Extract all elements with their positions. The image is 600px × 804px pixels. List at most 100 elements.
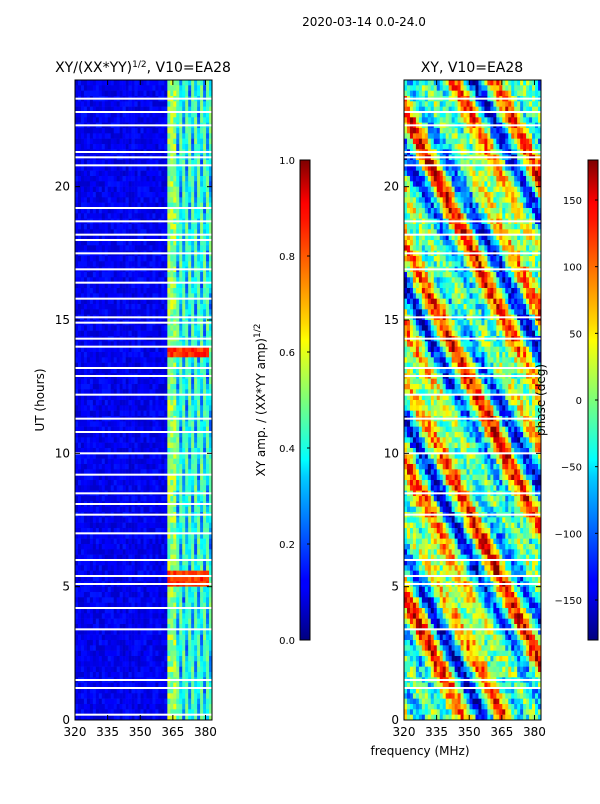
heatmap-cell — [170, 106, 174, 113]
heatmap-cell — [194, 496, 198, 502]
heatmap-cell — [152, 298, 156, 305]
heatmap-cell — [83, 170, 88, 177]
heatmap-cell — [137, 554, 141, 561]
heatmap-cell — [200, 394, 204, 401]
heatmap-cell — [95, 506, 100, 513]
heatmap-cell — [75, 80, 79, 86]
heatmap-cell — [140, 138, 144, 145]
heatmap-cell — [98, 368, 103, 374]
heatmap-cell — [83, 325, 88, 331]
heatmap-cell — [179, 341, 183, 347]
heatmap-cell — [113, 192, 117, 198]
heatmap-cell — [182, 474, 186, 481]
heatmap-cell — [146, 554, 150, 561]
heatmap-cell — [191, 400, 195, 406]
heatmap-cell — [113, 224, 117, 230]
heatmap-cell — [80, 229, 85, 235]
heatmap-cell — [209, 362, 213, 369]
heatmap-cell — [176, 261, 180, 267]
heatmap-cell — [167, 117, 171, 123]
heatmap-cell — [140, 186, 144, 193]
heatmap-cell — [188, 165, 192, 171]
heatmap-cell — [110, 432, 115, 438]
heatmap-cell — [116, 85, 120, 91]
heatmap-cell — [194, 597, 198, 603]
heatmap-cell — [116, 565, 120, 571]
heatmap-cell — [191, 453, 195, 459]
heatmap-cell — [158, 341, 162, 347]
heatmap-cell — [83, 288, 88, 294]
heatmap-cell — [98, 325, 103, 331]
heatmap-cell — [98, 101, 103, 107]
heatmap-cell — [101, 160, 106, 166]
heatmap-cell — [86, 277, 91, 283]
heatmap-cell — [143, 570, 147, 577]
heatmap-cell — [158, 496, 162, 502]
heatmap-cell — [128, 405, 132, 411]
heatmap-cell — [152, 389, 156, 395]
heatmap-cell — [143, 378, 147, 385]
heatmap-cell — [86, 442, 91, 449]
heatmap-cell — [128, 90, 132, 97]
heatmap-cell — [206, 112, 210, 118]
heatmap-cell — [131, 304, 135, 310]
heatmap-cell — [140, 592, 144, 598]
heatmap-cell — [209, 378, 213, 385]
heatmap-cell — [155, 186, 159, 193]
heatmap-cell — [125, 170, 129, 177]
heatmap-cell — [194, 213, 198, 219]
heatmap-cell — [116, 634, 120, 641]
heatmap-cell — [113, 128, 117, 134]
heatmap-cell — [83, 304, 88, 310]
heatmap-cell — [95, 197, 100, 203]
heatmap-cell — [92, 544, 97, 550]
heatmap-cell — [134, 640, 138, 646]
heatmap-cell — [149, 405, 153, 411]
heatmap-cell — [164, 474, 168, 481]
heatmap-cell — [83, 437, 88, 443]
heatmap-cell — [179, 293, 183, 299]
heatmap-cell — [188, 288, 192, 294]
heatmap-cell — [95, 554, 100, 561]
heatmap-cell — [143, 346, 147, 353]
heatmap-cell — [182, 346, 186, 353]
heatmap-cell — [122, 640, 126, 646]
heatmap-cell — [188, 186, 192, 193]
heatmap-cell — [170, 288, 174, 294]
heatmap-cell — [191, 634, 195, 641]
heatmap-cell — [77, 570, 82, 577]
heatmap-cell — [149, 458, 153, 465]
heatmap-cell — [149, 496, 153, 502]
heatmap-cell — [155, 549, 159, 555]
heatmap-cell — [152, 650, 156, 657]
heatmap-cell — [185, 213, 189, 219]
heatmap-cell — [203, 85, 207, 91]
heatmap-cell — [164, 277, 168, 283]
heatmap-cell — [197, 613, 201, 619]
heatmap-cell — [143, 464, 147, 470]
heatmap-cell — [77, 618, 82, 625]
heatmap-cell — [101, 261, 106, 267]
heatmap-cell — [86, 256, 91, 262]
heatmap-cell — [197, 453, 201, 459]
heatmap-cell — [128, 544, 132, 550]
heatmap-cell — [176, 565, 180, 571]
heatmap-cell — [116, 533, 120, 539]
heatmap-cell — [188, 101, 192, 107]
heatmap-cell — [110, 245, 115, 251]
heatmap-cell — [95, 544, 100, 550]
heatmap-cell — [197, 405, 201, 411]
heatmap-cell — [137, 240, 141, 246]
heatmap-cell — [191, 570, 195, 577]
heatmap-cell — [158, 261, 162, 267]
heatmap-cell — [131, 538, 135, 545]
heatmap-cell — [209, 357, 213, 363]
heatmap-cell — [128, 352, 132, 358]
heatmap-cell — [137, 565, 141, 571]
heatmap-cell — [131, 618, 135, 625]
heatmap-cell — [146, 538, 150, 545]
heatmap-cell — [188, 410, 192, 417]
heatmap-cell — [83, 592, 88, 598]
heatmap-cell — [98, 602, 103, 609]
heatmap-cell — [197, 368, 201, 374]
